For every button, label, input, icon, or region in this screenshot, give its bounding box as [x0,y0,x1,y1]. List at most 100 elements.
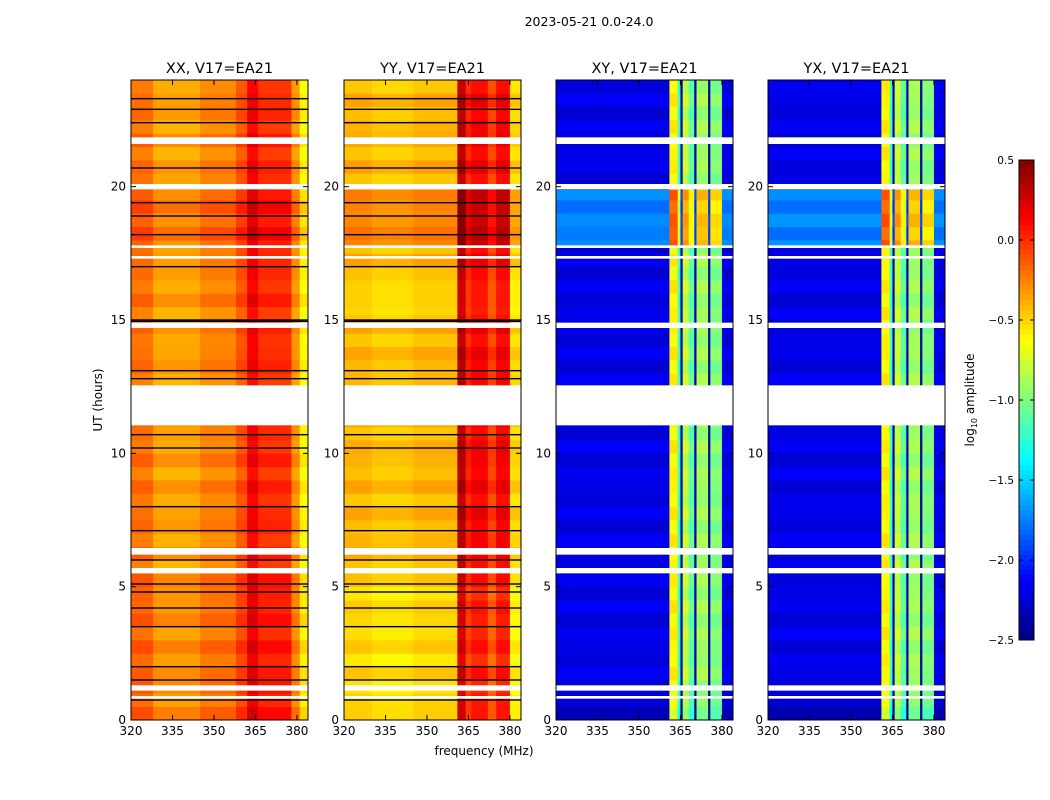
heatmap-cell [457,240,467,246]
heatmap-cell [696,600,709,614]
colorbar-segment [1019,425,1034,431]
heatmap-cell [509,333,522,348]
heatmap-cell [889,440,893,454]
heatmap-cell [906,626,909,641]
heatmap-cell [680,226,684,241]
heatmap-cell [299,245,309,254]
heatmap-cell [710,146,723,161]
heatmap-cell [696,120,709,134]
heatmap-cell [487,560,497,574]
heatmap-cell [258,373,292,388]
heatmap-cell [696,360,709,374]
heatmap-cell [710,80,723,94]
flagged-line [344,679,521,681]
heatmap-cell [413,506,458,521]
heatmap-cell [894,280,902,294]
heatmap-cell [413,314,458,321]
heatmap-cell [696,226,709,241]
heatmap-cell [889,600,893,614]
heatmap-cell [200,200,237,214]
colorbar-tick-label: −1.0 [989,395,1015,407]
heatmap-cell [677,560,681,574]
heatmap-cell [708,453,711,468]
panel-title: YX, V17=EA21 [802,61,909,77]
heatmap-cell [894,213,902,228]
heatmap-cell [509,200,522,214]
heatmap-cell [906,573,909,588]
heatmap-cell [344,160,373,174]
flagged-line [131,320,308,323]
heatmap-cell [933,626,946,641]
colorbar-segment [1019,270,1034,276]
heatmap-cell [900,293,907,308]
heatmap-cell [471,666,489,681]
heatmap-cell [922,200,935,214]
heatmap-cell [894,333,902,348]
colorbar-segment [1019,410,1034,416]
heatmap-cell [556,189,670,201]
heatmap-cell [768,706,882,721]
heatmap-cell [291,586,301,601]
heatmap-cell [900,106,907,121]
heatmap-cell [900,266,907,281]
heatmap-cell [696,80,709,94]
heatmap-cell [200,226,237,241]
heatmap-cell [465,453,472,468]
heatmap-cell [258,226,292,241]
heatmap-cell [721,146,734,161]
heatmap-cell [496,333,511,348]
heatmap-cell [688,706,695,721]
heatmap-cell [509,213,522,228]
heatmap-cell [688,600,695,614]
heatmap-cell [291,573,301,588]
flagged-line [131,201,308,204]
heatmap-cell [509,266,522,281]
panel-frame [343,79,522,721]
flagged-line [344,97,521,100]
heatmap-cell [920,440,923,454]
heatmap-cell [680,346,684,361]
heatmap-cell [933,453,946,468]
heatmap-cell [471,173,489,188]
heatmap-cell [371,306,414,316]
heatmap-cell [889,640,893,654]
heatmap-cell [881,333,891,348]
heatmap-cell [889,106,893,121]
flagged-gap [131,385,308,426]
heatmap-cell [247,506,259,521]
heatmap-cell [669,613,679,628]
heatmap-cell [509,666,522,681]
heatmap-cell [933,200,946,214]
heatmap-cell [457,586,467,601]
heatmap-cell [933,640,946,654]
heatmap-cell [680,440,684,454]
y-tick-label: 0 [118,713,126,727]
heatmap-cell [200,626,237,641]
heatmap-cell [906,493,909,508]
heatmap-cell [258,666,292,681]
heatmap-cell [933,586,946,601]
heatmap-cell [900,653,907,668]
heatmap-cell [892,493,896,508]
heatmap-cell [236,493,248,508]
heatmap-cell [906,160,909,174]
heatmap-cell [881,93,891,108]
heatmap-cell [908,640,921,654]
heatmap-cell [680,360,684,374]
flagged-gap [768,385,945,426]
heatmap-cell [696,189,709,201]
heatmap-cell [487,626,497,641]
heatmap-cell [677,533,681,548]
heatmap-cell [680,640,684,654]
heatmap-cell [889,426,893,441]
heatmap-cell [153,506,201,521]
heatmap-cell [677,440,681,454]
heatmap-cell [344,373,373,388]
heatmap-cell [487,245,497,254]
heatmap-cell [933,240,946,246]
heatmap-cell [258,533,292,548]
heatmap-cell [682,520,690,534]
heatmap-cell [894,640,902,654]
heatmap-cell [889,453,893,468]
heatmap-cell [881,160,891,174]
